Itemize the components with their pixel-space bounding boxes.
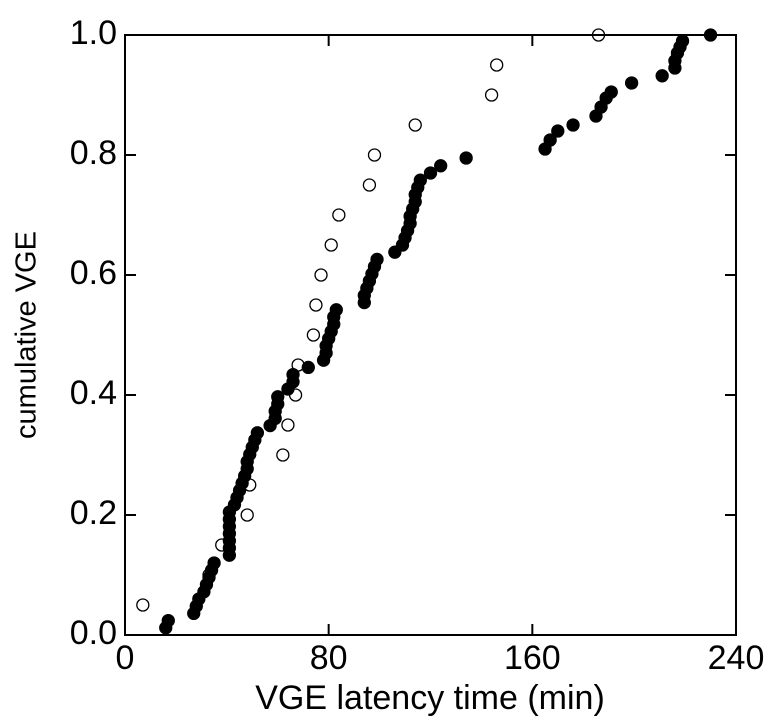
filled-point [329, 303, 343, 317]
filled-point [413, 173, 427, 187]
open-point [332, 208, 346, 222]
filled-point [551, 124, 565, 138]
filled-point [624, 76, 639, 90]
open-point [367, 148, 382, 162]
y-tick-label: 0.2 [70, 494, 117, 532]
open-point [490, 58, 504, 72]
filled-point [434, 159, 448, 173]
filled-point [286, 367, 300, 382]
open-point [240, 508, 254, 522]
open-point [306, 328, 321, 342]
open-point [324, 238, 338, 252]
filled-point [301, 360, 315, 375]
filled-point [566, 118, 580, 132]
open-point [309, 298, 323, 312]
y-tick-label: 0.4 [70, 374, 117, 412]
x-tick-label: 80 [310, 639, 348, 677]
filled-point [370, 252, 384, 267]
open-point [408, 118, 422, 132]
open-point [484, 88, 499, 102]
y-tick-label: 0.6 [70, 254, 117, 292]
x-tick-label: 160 [504, 639, 561, 677]
open-point [276, 448, 290, 462]
filled-point [423, 166, 438, 180]
filled-point [655, 69, 669, 83]
open-point [281, 418, 295, 432]
filled-point [459, 151, 473, 165]
open-point [136, 598, 150, 612]
filled-point [703, 28, 718, 42]
x-axis-label: VGE latency time (min) [255, 679, 605, 717]
filled-point [207, 556, 221, 570]
filled-point [271, 390, 285, 404]
y-tick-label: 0.0 [70, 614, 117, 652]
y-axis-label: cumulative VGE [11, 231, 43, 439]
filled-point [543, 133, 557, 147]
y-tick-label: 1.0 [70, 14, 117, 52]
filled-point [675, 34, 690, 48]
open-point [314, 268, 328, 282]
x-tick-label: 240 [708, 639, 765, 677]
open-point [362, 178, 377, 192]
y-tick-label: 0.8 [70, 134, 117, 172]
filled-point [604, 85, 618, 99]
plot-frame [124, 34, 737, 636]
filled-point [250, 426, 265, 440]
x-tick-label: 0 [116, 639, 135, 677]
open-point [591, 28, 606, 42]
filled-point [161, 613, 175, 628]
